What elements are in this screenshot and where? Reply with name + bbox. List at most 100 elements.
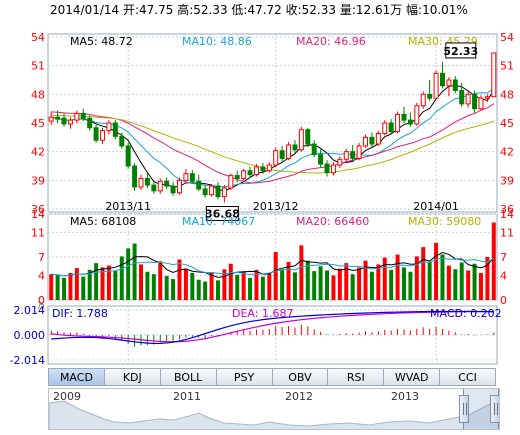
ma30-line (51, 114, 494, 174)
candle-body (260, 166, 266, 172)
volume-legend-ma20: MA20: 66460 (296, 215, 369, 228)
dea-line (51, 311, 494, 343)
candle-body (112, 122, 118, 137)
candle-body (80, 112, 86, 119)
macd-legend-dea: DEA: 1.687 (232, 307, 293, 320)
volume-bar (106, 265, 111, 300)
candle-body (100, 130, 106, 141)
tab-rsi[interactable]: RSI (328, 368, 385, 386)
tab-boll[interactable]: BOLL (160, 368, 217, 386)
price-tick-left: 54 (31, 31, 45, 44)
candlestick-chart: 2014/01/14 开:47.75 高:52.33 低:47.72 收:52.… (10, 2, 514, 366)
candle-body (420, 93, 426, 107)
volume-bar (446, 265, 451, 300)
macd-legend-macd: MACD: 0.202 (430, 307, 502, 320)
price-tick-right: 42 (500, 146, 514, 159)
candle-body (157, 180, 163, 192)
volume-bar (235, 274, 240, 300)
ma5-line (51, 85, 495, 192)
price-tick-left: 48 (31, 88, 45, 101)
candle-body (388, 122, 394, 133)
candle-body (484, 96, 490, 99)
volume-legend-ma5: MA5: 68108 (70, 215, 136, 228)
volume-bar (305, 260, 310, 300)
volume-bar (466, 270, 471, 300)
chart-header: 2014/01/14 开:47.75 高:52.33 低:47.72 收:52.… (50, 2, 468, 17)
tab-obv[interactable]: OBV (272, 368, 329, 386)
volume-bar (171, 279, 176, 300)
volume-tick-right: 14 (500, 208, 514, 221)
candle-body (375, 133, 381, 145)
volume-bar (183, 268, 188, 300)
volume-bar (312, 271, 317, 300)
candle-body (382, 122, 388, 135)
nav-year-2012: 2012 (285, 390, 313, 403)
tab-kdj[interactable]: KDJ (104, 368, 161, 386)
candle-body (48, 116, 54, 122)
candle-body (209, 185, 215, 196)
volume-bar (478, 272, 483, 300)
volume-bar (389, 269, 394, 300)
volume-bar (222, 269, 227, 300)
volume-tick-right: 7 (500, 251, 507, 264)
volume-bar (485, 257, 490, 300)
tab-macd[interactable]: MACD (48, 368, 105, 386)
volume-bar (68, 272, 73, 300)
candle-body (183, 173, 189, 181)
volume-bar (100, 267, 105, 300)
tab-psy[interactable]: PSY (216, 368, 273, 386)
candle-body (407, 119, 413, 125)
price-tick-left: 42 (31, 146, 45, 159)
candle-body (241, 170, 247, 179)
volume-bar (248, 277, 253, 300)
candle-body (177, 179, 182, 194)
candle-body (125, 145, 131, 167)
volume-bar (209, 272, 214, 300)
volume-bar (299, 245, 304, 300)
candle-body (459, 90, 465, 105)
volume-bar (350, 274, 355, 300)
volume-ma5-line (51, 252, 495, 278)
indicator-tabs: MACD KDJ BOLL PSY OBV RSI WVAD CCI (48, 368, 496, 386)
macd-tick: 0.000 (14, 329, 46, 342)
volume-tick-right: 11 (500, 226, 514, 239)
candle-body (253, 166, 259, 176)
candle-body (305, 129, 311, 145)
volume-tick-left: 14 (31, 208, 45, 221)
volume-bar (119, 256, 124, 300)
volume-bar (49, 274, 54, 300)
volume-unit: 万 (37, 301, 45, 310)
volume-bar (395, 254, 400, 300)
candle-body (144, 177, 150, 186)
volume-bar (87, 269, 92, 300)
volume-bar (459, 262, 464, 300)
navigator-right-handle[interactable] (490, 395, 499, 423)
candle-body (324, 163, 330, 174)
candle-body (369, 136, 375, 145)
candle-body (221, 187, 227, 198)
candle-body (350, 151, 356, 159)
candle-body (55, 116, 61, 120)
volume-bar (427, 261, 432, 300)
timeline-navigator[interactable]: 2009 2011 2012 2013 (48, 388, 500, 430)
tab-cci[interactable]: CCI (440, 368, 496, 386)
date-tick: 2013/11 (105, 200, 151, 213)
navigator-left-handle[interactable] (459, 395, 469, 423)
volume-bar (286, 261, 291, 300)
candle-body (74, 112, 80, 121)
candle-body (247, 170, 253, 176)
candle-body (298, 129, 304, 151)
price-tick-left: 39 (31, 174, 45, 187)
tab-wvad[interactable]: WVAD (384, 368, 441, 386)
candle-body (266, 164, 272, 172)
price-tick-right: 45 (500, 117, 514, 130)
nav-year-2011: 2011 (173, 390, 201, 403)
candle-body (465, 93, 471, 105)
price-tick-left: 36 (31, 203, 45, 216)
volume-bar (331, 275, 336, 300)
volume-bar (280, 269, 285, 300)
ma20-line (51, 103, 495, 184)
volume-bar (421, 247, 426, 300)
volume-bar (273, 252, 278, 300)
candle-body (61, 117, 67, 125)
